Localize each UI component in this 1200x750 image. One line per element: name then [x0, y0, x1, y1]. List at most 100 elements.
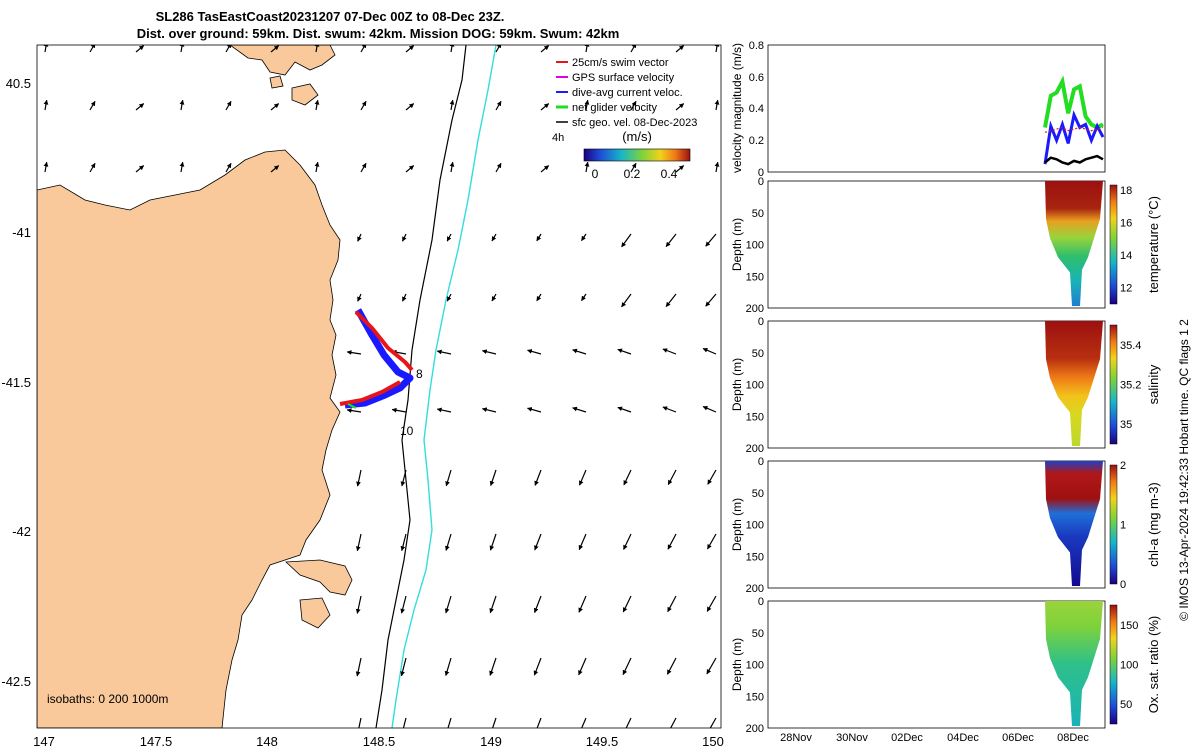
velocity-vector [665, 293, 677, 307]
velocity-vector [617, 348, 632, 355]
depth-tick: 50 [752, 488, 764, 500]
velocity-vector [706, 657, 717, 675]
velocity-vector [43, 161, 49, 173]
vel-ytick-4: 0.8 [749, 40, 764, 52]
colorbar-tick-1: 0.2 [624, 167, 641, 181]
depth-section-panel: Depth (m) 0 50 100 150 200 35 35.2 35.4 salinity [730, 316, 1161, 455]
land-north-coast [229, 45, 336, 76]
velocity-vector [43, 99, 49, 111]
depth-tick: 100 [746, 520, 764, 532]
title-line-2: Dist. over ground: 59km. Dist. swum: 42k… [137, 26, 620, 41]
colorbar-tick-0: 0 [592, 167, 599, 181]
map-ytick-41-5: -41.5 [1, 375, 31, 390]
velocity-vector [581, 717, 587, 728]
isobaths-label: isobaths: 0 200 1000m [47, 692, 168, 706]
velocity-vector [527, 349, 542, 355]
legend-sfc: sfc geo. vel. 08-Dec-2023 [572, 117, 697, 129]
velocity-vector [495, 162, 502, 173]
depth-tick: 200 [746, 443, 764, 455]
velocity-vector [179, 161, 185, 173]
isobath-1000m [391, 45, 497, 728]
velocity-vector [667, 469, 677, 486]
velocity-vector [630, 162, 637, 173]
velocity-vector [270, 165, 280, 173]
net-velocity-track [347, 403, 357, 409]
velocity-vector [400, 533, 407, 552]
speed-colorbar [583, 148, 691, 162]
velocity-vector [707, 469, 717, 485]
colorbar-tick: 14 [1120, 250, 1132, 262]
velocity-vector [578, 595, 587, 613]
depth-tick: 50 [752, 208, 764, 220]
colorbar-label: salinity [1146, 364, 1161, 404]
velocity-vector [355, 533, 362, 552]
title-line-1: SL286 TasEastCoast20231207 07-Dec 00Z to… [156, 9, 505, 24]
velocity-vector [135, 45, 145, 53]
velocity-vector [491, 233, 497, 242]
velocity-vector [572, 348, 587, 355]
velocity-vector [706, 595, 717, 612]
velocity-vector [135, 165, 145, 173]
velocity-vector [584, 161, 590, 173]
colorbar-tick: 16 [1120, 218, 1132, 230]
velocity-vector [270, 103, 280, 111]
velocity-vector [670, 717, 677, 728]
time-tick-06dec: 06Dec [1002, 732, 1034, 744]
land-island-a [291, 83, 319, 106]
map-ytick-40-5: 40.5 [6, 76, 31, 91]
velocity-vector [705, 293, 717, 307]
colorbar-tick: 12 [1120, 283, 1132, 295]
map-xtick-149-5: 149.5 [586, 734, 619, 749]
velocity-vector [630, 100, 637, 111]
surface-velocity-vectors [43, 45, 720, 728]
colorbar-tick: 18 [1120, 185, 1132, 197]
colorbar-label: chl-a (mg m-3) [1146, 482, 1161, 567]
legend-net: net glider velocity [572, 102, 657, 114]
velocity-vector [540, 103, 550, 111]
depth-tick: 100 [746, 240, 764, 252]
velocity-vector [572, 406, 587, 413]
velocity-vector [705, 233, 717, 247]
velocity-vector [714, 99, 720, 111]
velocity-vector [630, 45, 637, 53]
colorbar-tick: 50 [1120, 699, 1132, 711]
footer-credit: © IMOS 13-Apr-2024 19:42:33 Hobart time.… [1177, 319, 1191, 621]
depth-tick: 150 [746, 691, 764, 703]
velocity-vector [495, 45, 502, 53]
velocity-vector [405, 103, 415, 111]
velocity-vector [401, 233, 407, 242]
current-velocity-track [344, 308, 414, 409]
velocity-vector [584, 45, 590, 53]
section-colorbar [1109, 324, 1118, 445]
velocity-vector [584, 99, 590, 111]
velocity-vector [489, 469, 497, 487]
velocity-vector [481, 407, 497, 413]
velocity-vector [489, 595, 497, 614]
velocity-vector [662, 348, 677, 355]
velocity-vector [623, 469, 632, 486]
velocity-ylabel: velocity magnitude (m/s) [730, 43, 744, 173]
colorbar-unit: (m/s) [622, 129, 652, 144]
depth-ylabel: Depth (m) [730, 218, 744, 271]
velocity-vector [581, 293, 587, 301]
velocity-vector [449, 45, 455, 53]
velocity-vector [355, 657, 362, 677]
velocity-vector [621, 293, 632, 308]
velocity-series-line [1044, 154, 1104, 166]
land-island-b [269, 75, 284, 89]
velocity-vector [135, 103, 145, 111]
vel-ytick-3: 0.6 [749, 72, 764, 84]
velocity-vector [346, 408, 362, 413]
depth-tick: 50 [752, 348, 764, 360]
velocity-vector [667, 595, 677, 613]
colorbar-tick: 35.2 [1120, 380, 1141, 392]
velocity-vector [358, 717, 362, 728]
depth-section-panel: Depth (m) 0 50 100 150 200 50 100 150 Ox. sat. ra… [730, 596, 1161, 735]
depth-ylabel: Depth (m) [730, 358, 744, 411]
map-y-ticks: 40.5 -41 -41.5 -42 -42.5 [1, 76, 31, 689]
velocity-vector [527, 407, 542, 413]
time-tick-30nov: 30Nov [836, 732, 868, 744]
velocity-vector [355, 595, 362, 614]
time-tick-28nov: 28Nov [780, 732, 812, 744]
velocity-vector [360, 162, 367, 173]
